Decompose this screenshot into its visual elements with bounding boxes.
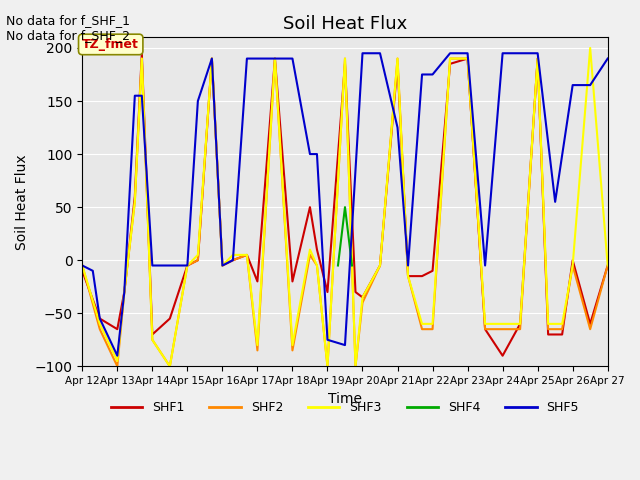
- Title: Soil Heat Flux: Soil Heat Flux: [283, 15, 407, 33]
- Y-axis label: Soil Heat Flux: Soil Heat Flux: [15, 154, 29, 250]
- Legend: SHF1, SHF2, SHF3, SHF4, SHF5: SHF1, SHF2, SHF3, SHF4, SHF5: [106, 396, 584, 420]
- Text: No data for f_SHF_1
No data for f_SHF_2: No data for f_SHF_1 No data for f_SHF_2: [6, 14, 131, 42]
- X-axis label: Time: Time: [328, 392, 362, 406]
- Text: TZ_fmet: TZ_fmet: [83, 38, 139, 51]
